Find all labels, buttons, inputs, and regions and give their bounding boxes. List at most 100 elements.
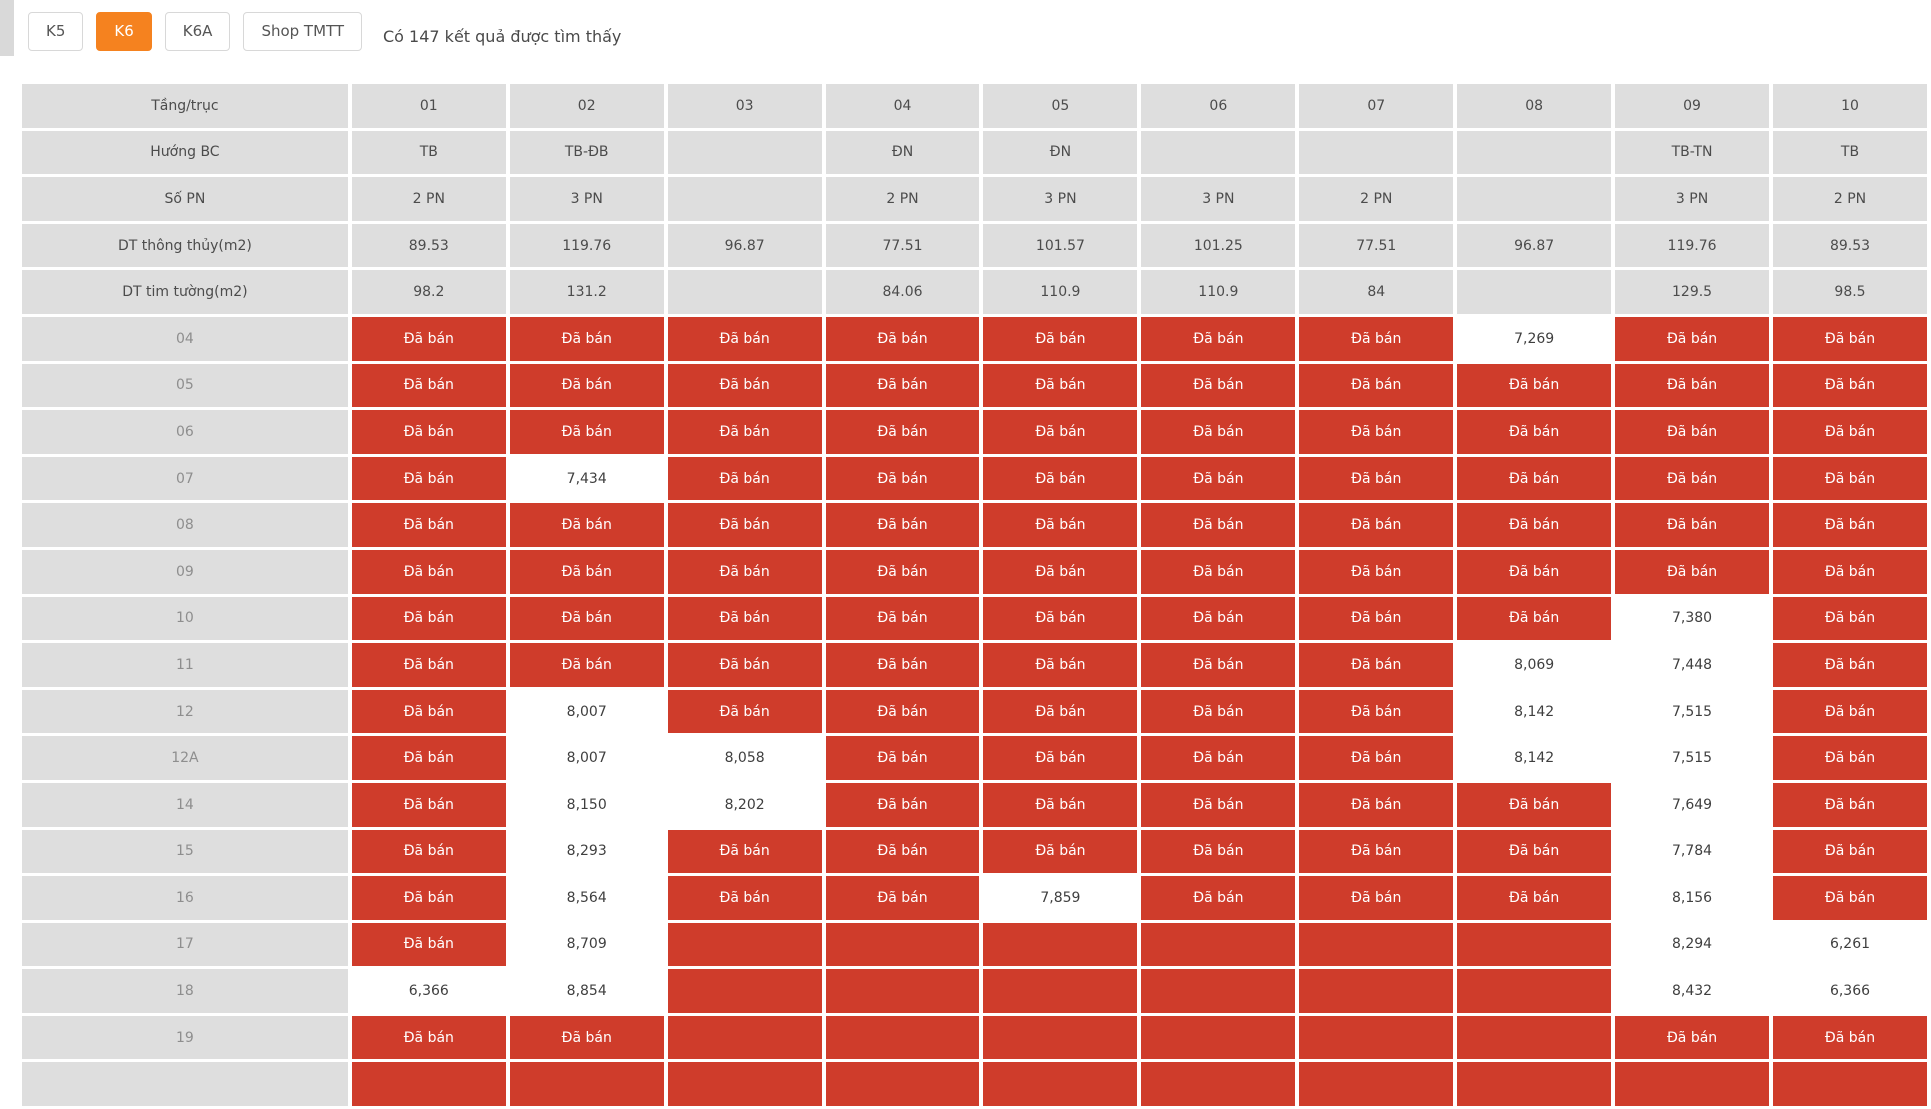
header-value-so-pn-02: 3 PN	[509, 177, 664, 221]
cell-sold-19-09: Đã bán	[1615, 1015, 1769, 1060]
header-value-huong-bc-02: TB-ĐB	[509, 130, 664, 175]
cell-price-12-09[interactable]: 7,515	[1615, 689, 1769, 734]
cell-sold-blank-x-07	[1299, 1062, 1454, 1107]
cell-sold-14-08: Đã bán	[1457, 782, 1612, 827]
header-value-dt-tim-tuong-03	[667, 270, 822, 314]
cell-sold-blank-19-08	[1457, 1015, 1612, 1060]
column-header-05: 05	[983, 84, 1138, 128]
cell-price-17-09[interactable]: 8,294	[1615, 922, 1769, 967]
cell-price-14-02[interactable]: 8,150	[509, 782, 664, 827]
cell-sold-12A-07: Đã bán	[1299, 736, 1454, 780]
cell-sold-11-02: Đã bán	[509, 643, 664, 687]
cell-sold-04-01: Đã bán	[351, 316, 506, 361]
cell-price-11-09[interactable]: 7,448	[1615, 643, 1769, 687]
cell-price-12-08[interactable]: 8,142	[1457, 689, 1612, 734]
cell-sold-blank-19-05	[983, 1015, 1138, 1060]
table-row-12A: 12A Đã bán 8,007 8,058 Đã bán Đã bán Đã bán Đã …	[22, 736, 1927, 780]
table-row-17: 17 Đã bán 8,709 8,294 6,261	[22, 922, 1927, 967]
cell-price-12A-09[interactable]: 7,515	[1615, 736, 1769, 780]
cell-sold-12-04: Đã bán	[825, 689, 980, 734]
table-row-04: 04 Đã bán Đã bán Đã bán Đã bán Đã bán Đã bán Đã…	[22, 316, 1927, 361]
cell-price-18-10[interactable]: 6,366	[1773, 969, 1927, 1013]
cell-sold-blank-18-07	[1299, 969, 1454, 1013]
tab-k6a[interactable]: K6A	[164, 12, 231, 51]
cell-sold-12-10: Đã bán	[1773, 689, 1927, 734]
column-header-07: 07	[1299, 84, 1454, 128]
header-value-so-pn-05: 3 PN	[983, 177, 1138, 221]
table-row-12: 12 Đã bán 8,007 Đã bán Đã bán Đã bán Đã bán Đã …	[22, 689, 1927, 734]
header-label-huong-bc: Hướng BC	[22, 130, 348, 175]
cell-price-15-02[interactable]: 8,293	[509, 829, 664, 874]
cell-sold-08-03: Đã bán	[667, 503, 822, 547]
cell-sold-blank-x-03	[667, 1062, 822, 1107]
cell-sold-05-10: Đã bán	[1773, 363, 1927, 408]
cell-price-14-09[interactable]: 7,649	[1615, 782, 1769, 827]
column-header-03: 03	[667, 84, 822, 128]
page-edge-strip	[0, 0, 14, 56]
header-value-dt-thong-thuy-02: 119.76	[509, 223, 664, 268]
cell-price-12A-02[interactable]: 8,007	[509, 736, 664, 780]
header-row-huong-bc: Hướng BC TB TB-ĐB ĐN ĐN TB-TN TB	[22, 130, 1927, 175]
cell-sold-04-05: Đã bán	[983, 316, 1138, 361]
cell-sold-blank-x-10	[1773, 1062, 1927, 1107]
cell-sold-09-05: Đã bán	[983, 549, 1138, 594]
header-value-huong-bc-08	[1457, 130, 1612, 175]
cell-price-11-08[interactable]: 8,069	[1457, 643, 1612, 687]
cell-sold-09-10: Đã bán	[1773, 549, 1927, 594]
cell-price-14-03[interactable]: 8,202	[667, 782, 822, 827]
tab-k6[interactable]: K6	[96, 12, 152, 51]
cell-sold-14-06: Đã bán	[1141, 782, 1296, 827]
grid-head: Tầng/trục 01 02 03 04 05 06 07 08 09 10 Hướng BC TB T…	[22, 84, 1927, 314]
cell-price-18-01[interactable]: 6,366	[351, 969, 506, 1013]
header-value-dt-thong-thuy-08: 96.87	[1457, 223, 1612, 268]
cell-price-17-10[interactable]: 6,261	[1773, 922, 1927, 967]
cell-sold-06-03: Đã bán	[667, 410, 822, 454]
cell-sold-15-03: Đã bán	[667, 829, 822, 874]
cell-sold-blank-19-03	[667, 1015, 822, 1060]
cell-sold-blank-x-06	[1141, 1062, 1296, 1107]
cell-price-15-09[interactable]: 7,784	[1615, 829, 1769, 874]
floor-label-12A: 12A	[22, 736, 348, 780]
cell-sold-09-02: Đã bán	[509, 549, 664, 594]
header-value-so-pn-09: 3 PN	[1615, 177, 1769, 221]
cell-price-12A-08[interactable]: 8,142	[1457, 736, 1612, 780]
cell-price-12-02[interactable]: 8,007	[509, 689, 664, 734]
cell-price-04-08[interactable]: 7,269	[1457, 316, 1612, 361]
cell-sold-12-06: Đã bán	[1141, 689, 1296, 734]
cell-sold-10-04: Đã bán	[825, 596, 980, 641]
cell-price-18-09[interactable]: 8,432	[1615, 969, 1769, 1013]
cell-sold-06-07: Đã bán	[1299, 410, 1454, 454]
cell-price-10-09[interactable]: 7,380	[1615, 596, 1769, 641]
cell-price-16-09[interactable]: 8,156	[1615, 876, 1769, 920]
tab-shop-tmtt[interactable]: Shop TMTT	[243, 12, 363, 51]
cell-sold-blank-x-09	[1615, 1062, 1769, 1107]
cell-price-18-02[interactable]: 8,854	[509, 969, 664, 1013]
cell-price-12A-03[interactable]: 8,058	[667, 736, 822, 780]
cell-sold-14-07: Đã bán	[1299, 782, 1454, 827]
table-row-19: 19 Đã bán Đã bán Đã bán Đã bán	[22, 1015, 1927, 1060]
cell-price-16-02[interactable]: 8,564	[509, 876, 664, 920]
cell-sold-07-07: Đã bán	[1299, 456, 1454, 501]
cell-sold-15-06: Đã bán	[1141, 829, 1296, 874]
header-value-huong-bc-07	[1299, 130, 1454, 175]
cell-sold-05-07: Đã bán	[1299, 363, 1454, 408]
column-header-01: 01	[351, 84, 506, 128]
cell-price-16-05[interactable]: 7,859	[983, 876, 1138, 920]
cell-sold-08-04: Đã bán	[825, 503, 980, 547]
cell-sold-06-04: Đã bán	[825, 410, 980, 454]
cell-sold-07-06: Đã bán	[1141, 456, 1296, 501]
cell-sold-14-05: Đã bán	[983, 782, 1138, 827]
tab-k5[interactable]: K5	[28, 12, 84, 51]
cell-sold-blank-17-06	[1141, 922, 1296, 967]
header-value-so-pn-08	[1457, 177, 1612, 221]
cell-price-17-02[interactable]: 8,709	[509, 922, 664, 967]
header-value-dt-tim-tuong-07: 84	[1299, 270, 1454, 314]
cell-sold-12-01: Đã bán	[351, 689, 506, 734]
cell-sold-16-03: Đã bán	[667, 876, 822, 920]
cell-sold-05-04: Đã bán	[825, 363, 980, 408]
cell-sold-10-03: Đã bán	[667, 596, 822, 641]
table-row-16: 16 Đã bán 8,564 Đã bán Đã bán 7,859 Đã bán Đã b…	[22, 876, 1927, 920]
header-value-dt-thong-thuy-09: 119.76	[1615, 223, 1769, 268]
cell-sold-16-07: Đã bán	[1299, 876, 1454, 920]
cell-price-07-02[interactable]: 7,434	[509, 456, 664, 501]
